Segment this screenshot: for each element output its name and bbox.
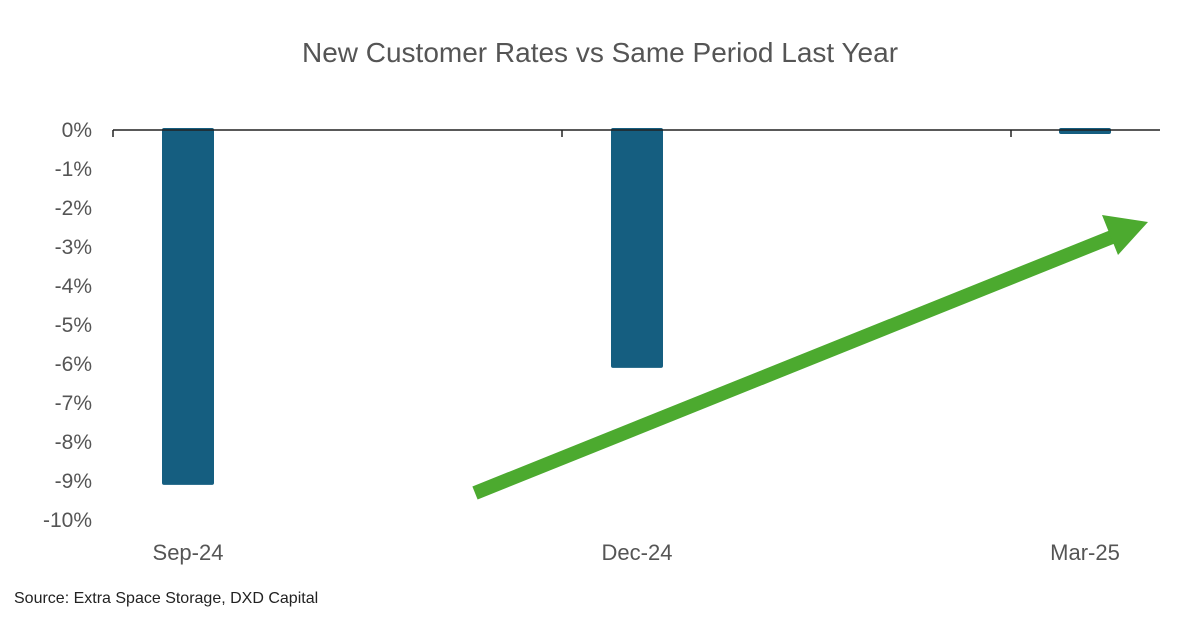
bar-dec-24 (611, 128, 663, 368)
y-tick-label: -3% (55, 236, 92, 259)
y-tick-label: -1% (55, 158, 92, 181)
x-axis: Sep-24 Dec-24 Mar-25 (112, 130, 1120, 565)
y-tick-label: -9% (55, 470, 92, 493)
source-note: Source: Extra Space Storage, DXD Capital (14, 590, 319, 607)
y-tick-label: 0% (62, 119, 92, 142)
y-tick-label: -4% (55, 275, 92, 298)
trend-arrow-shaft (472, 230, 1115, 500)
y-tick-label: -6% (55, 353, 92, 376)
y-tick-label: -2% (55, 197, 92, 220)
bar-mar-25 (1059, 128, 1111, 134)
y-tick-label: -8% (55, 431, 92, 454)
y-axis: 0% -1% -2% -3% -4% -5% -6% -7% -8% -9% -10% (43, 119, 92, 532)
y-tick-label: -5% (55, 314, 92, 337)
y-tick-label: -10% (43, 509, 92, 532)
trend-arrow (472, 215, 1148, 500)
y-tick-label: -7% (55, 392, 92, 415)
x-tick-label: Sep-24 (153, 540, 224, 565)
trend-arrow-head (1102, 215, 1148, 255)
bars (162, 128, 1111, 485)
chart-title: New Customer Rates vs Same Period Last Y… (302, 37, 898, 68)
x-tick-label: Dec-24 (602, 540, 673, 565)
x-tick-label: Mar-25 (1050, 540, 1120, 565)
bar-sep-24 (162, 128, 214, 485)
